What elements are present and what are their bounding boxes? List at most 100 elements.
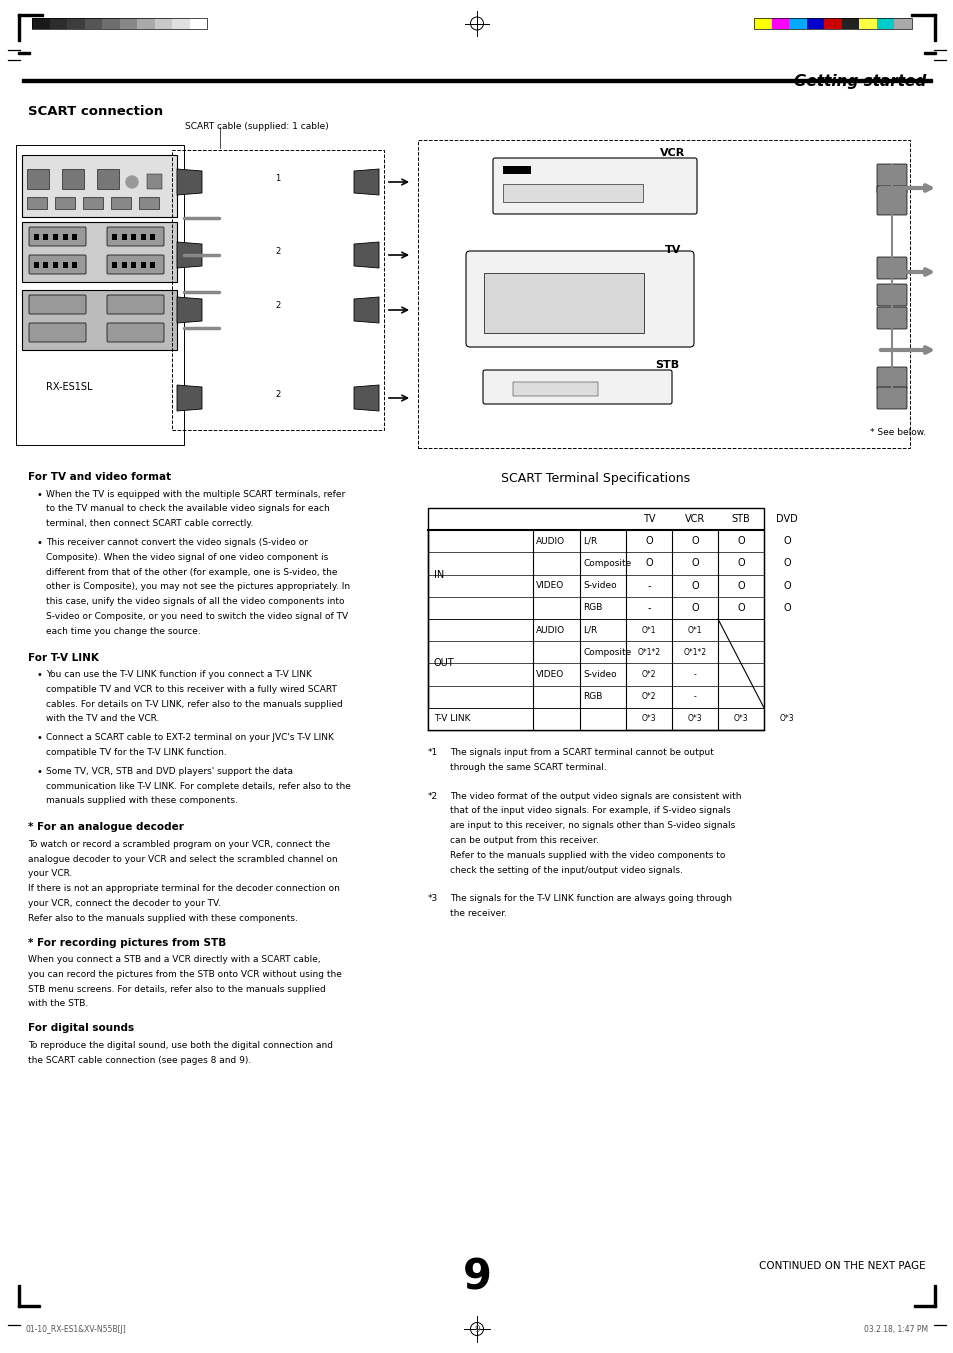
Bar [913, 1306, 935, 1307]
Bar [513, 382, 598, 396]
Text: O: O [782, 580, 790, 591]
Text: O*2: O*2 [641, 670, 656, 679]
Text: your VCR.: your VCR. [28, 869, 72, 878]
Text: O: O [644, 559, 652, 568]
Text: When the TV is equipped with the multiple SCART terminals, refer: When the TV is equipped with the multipl… [46, 490, 345, 498]
Bar [140, 234, 146, 239]
Bar [417, 139, 909, 448]
Text: To reproduce the digital sound, use both the digital connection and: To reproduce the digital sound, use both… [28, 1040, 333, 1050]
Bar [22, 290, 177, 350]
Text: 01-10_RX-ES1&XV-N55B[J]: 01-10_RX-ES1&XV-N55B[J] [26, 1325, 127, 1334]
Bar [102, 18, 119, 28]
Text: your VCR, connect the decoder to your TV.: your VCR, connect the decoder to your TV… [28, 898, 221, 908]
Bar [876, 18, 894, 28]
Text: the receiver.: the receiver. [450, 909, 506, 919]
Text: AUDIO: AUDIO [536, 625, 564, 635]
Text: S-video: S-video [582, 670, 616, 679]
Bar [18, 51, 30, 54]
Bar [754, 18, 911, 28]
Text: SCART cable (supplied: 1 cable): SCART cable (supplied: 1 cable) [185, 122, 329, 131]
FancyBboxPatch shape [876, 284, 906, 306]
Text: SCART Terminal Specifications: SCART Terminal Specifications [501, 472, 690, 484]
Text: RGB: RGB [582, 693, 601, 701]
Bar [923, 51, 935, 54]
Text: T-V LINK: T-V LINK [434, 714, 470, 724]
Text: For TV and video format: For TV and video format [28, 472, 171, 482]
Bar [71, 262, 77, 268]
Text: *1: *1 [428, 748, 437, 756]
Polygon shape [354, 386, 378, 411]
Text: O*1: O*1 [641, 625, 656, 635]
Text: TV: TV [664, 245, 680, 254]
Text: •: • [36, 733, 42, 743]
Text: For digital sounds: For digital sounds [28, 1023, 134, 1034]
Bar [18, 14, 43, 16]
Text: 9: 9 [462, 1257, 491, 1299]
Bar [119, 18, 137, 28]
Bar [502, 184, 642, 202]
Bar [121, 234, 127, 239]
Text: O: O [782, 536, 790, 547]
Text: -: - [646, 580, 650, 591]
Bar [112, 234, 117, 239]
Text: different from that of the other (for example, one is S-video, the: different from that of the other (for ex… [46, 567, 337, 576]
Bar [172, 150, 384, 430]
Text: O: O [691, 536, 699, 547]
Text: VCR: VCR [659, 147, 684, 158]
Text: the SCART cable connection (see pages 8 and 9).: the SCART cable connection (see pages 8 … [28, 1055, 251, 1065]
Text: O*3: O*3 [779, 714, 794, 724]
Text: * For an analogue decoder: * For an analogue decoder [28, 823, 184, 832]
Bar [894, 18, 911, 28]
Text: SCART connection: SCART connection [28, 106, 163, 118]
Text: To watch or record a scrambled program on your VCR, connect the: To watch or record a scrambled program o… [28, 840, 330, 848]
Text: can be output from this receiver.: can be output from this receiver. [450, 836, 598, 846]
Bar [32, 18, 207, 28]
Bar [771, 18, 789, 28]
FancyBboxPatch shape [876, 367, 906, 390]
FancyBboxPatch shape [29, 295, 86, 314]
Text: CONTINUED ON THE NEXT PAGE: CONTINUED ON THE NEXT PAGE [759, 1261, 925, 1270]
Text: S-video or Composite, or you need to switch the video signal of TV: S-video or Composite, or you need to swi… [46, 612, 348, 621]
Bar [27, 169, 49, 189]
FancyBboxPatch shape [482, 369, 671, 405]
Text: VIDEO: VIDEO [536, 582, 563, 590]
Text: O*1*2: O*1*2 [637, 648, 659, 656]
Bar [140, 262, 146, 268]
Text: -: - [646, 603, 650, 613]
Bar [806, 18, 823, 28]
Polygon shape [354, 298, 378, 323]
Text: communication like T-V LINK. For complete details, refer also to the: communication like T-V LINK. For complet… [46, 782, 351, 790]
Bar [859, 18, 876, 28]
Bar [16, 145, 184, 445]
Text: with the TV and the VCR.: with the TV and the VCR. [46, 714, 159, 724]
Text: The signals input from a SCART terminal cannot be output: The signals input from a SCART terminal … [450, 748, 713, 756]
Text: manuals supplied with these components.: manuals supplied with these components. [46, 797, 237, 805]
Polygon shape [354, 242, 378, 268]
Text: Composite: Composite [582, 559, 631, 568]
Text: 1: 1 [275, 173, 280, 183]
Bar [22, 80, 931, 83]
Text: O: O [737, 580, 744, 591]
Text: *2: *2 [428, 792, 437, 801]
Bar [22, 156, 177, 216]
Text: this case, unify the video signals of all the video components into: this case, unify the video signals of al… [46, 597, 344, 606]
Bar [44, 234, 49, 239]
Bar [428, 708, 625, 729]
Text: analogue decoder to your VCR and select the scrambled channel on: analogue decoder to your VCR and select … [28, 855, 337, 863]
Bar [789, 18, 806, 28]
Text: -: - [693, 693, 696, 701]
Text: 2: 2 [275, 302, 280, 310]
Bar [34, 262, 39, 268]
Bar [85, 18, 102, 28]
Bar [131, 262, 136, 268]
Text: with the STB.: with the STB. [28, 1000, 89, 1008]
Bar [150, 234, 154, 239]
Text: other is Composite), you may not see the pictures appropriately. In: other is Composite), you may not see the… [46, 582, 350, 591]
Text: check the setting of the input/output video signals.: check the setting of the input/output vi… [450, 866, 682, 874]
Bar [841, 18, 859, 28]
Text: O: O [737, 559, 744, 568]
Bar [190, 18, 207, 28]
Bar [154, 18, 172, 28]
Text: IN: IN [434, 570, 444, 579]
Text: Composite). When the video signal of one video component is: Composite). When the video signal of one… [46, 552, 328, 561]
